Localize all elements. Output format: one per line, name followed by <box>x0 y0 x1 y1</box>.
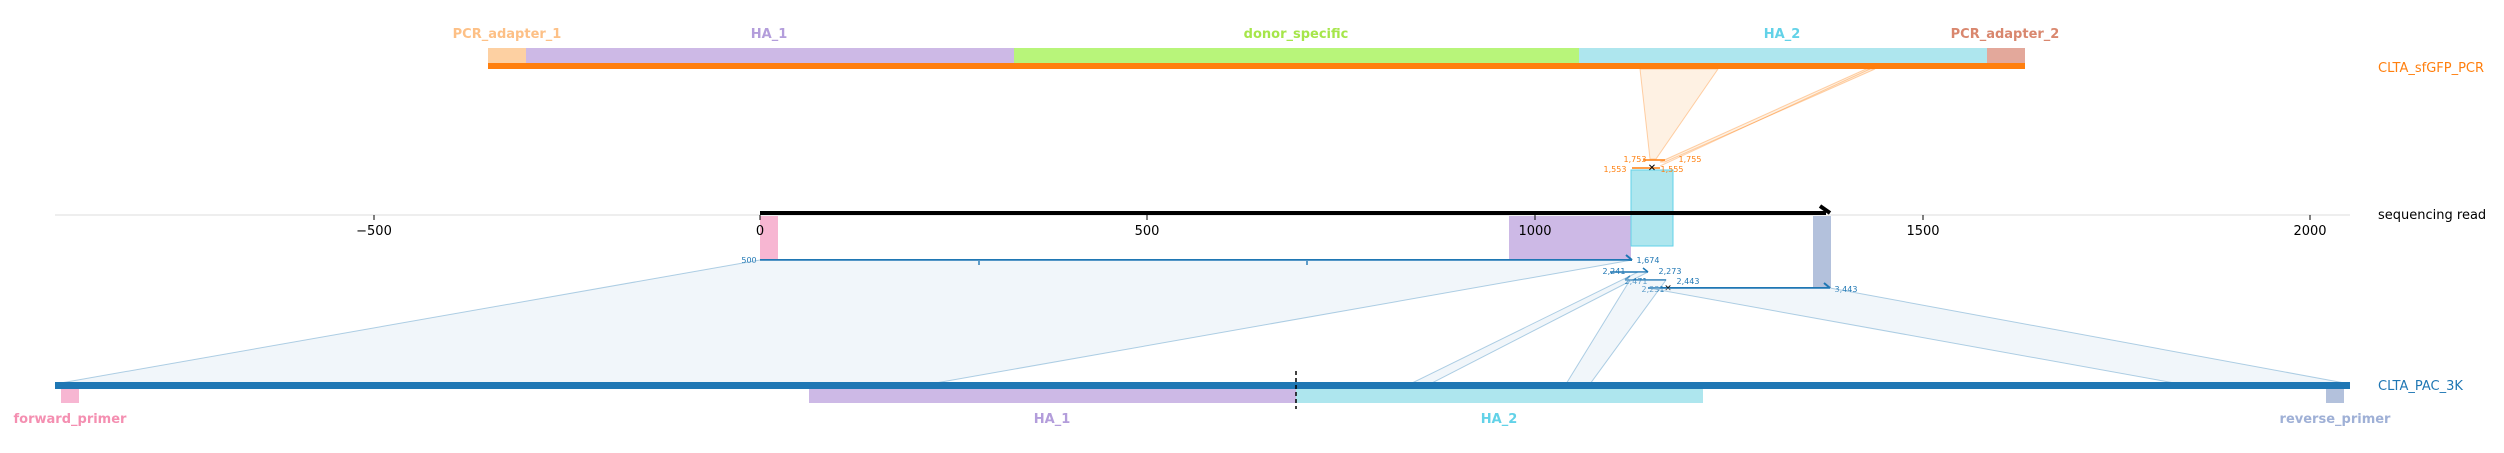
bottom-feature-label-reverse-primer: reverse_primer <box>2280 412 2392 427</box>
bottom-feature-ha-1 <box>809 389 1296 403</box>
read-feature-ha-2 <box>1630 169 1674 247</box>
top-alignment-markers: ✕ 1,753 1,755 1,553 1,555 <box>1604 155 1702 174</box>
top-feature-pcr-adapter-1 <box>488 48 526 64</box>
bottom-alignment-label: 2,471 <box>1625 277 1648 286</box>
top-fan-1 <box>1639 68 1719 160</box>
bottom-feature-label-forward-primer: forward_primer <box>14 412 128 427</box>
top-construct: PCR_adapter_1 HA_1 donor_specific HA_2 P… <box>453 27 2484 76</box>
bottom-feature-label-ha-2: HA_2 <box>1481 412 1518 427</box>
bottom-feature-forward-primer <box>61 389 79 403</box>
axis-tick-label: 500 <box>1135 224 1160 239</box>
axis-tick-label: 2000 <box>2293 224 2326 239</box>
top-feature-label-ha-2: HA_2 <box>1764 27 1801 42</box>
bottom-alignment-label: 2,443 <box>1677 277 1700 286</box>
bottom-marker-x-icon: ✕ <box>1664 284 1672 294</box>
bottom-alignment-label: 2,273 <box>1659 267 1682 276</box>
bottom-construct-name: CLTA_PAC_3K <box>2378 379 2463 394</box>
bottom-construct: forward_primer HA_1 HA_2 reverse_primer … <box>14 371 2463 427</box>
read-feature-primer <box>760 216 778 260</box>
bottom-alignment-label: 3,443 <box>1835 285 1858 294</box>
top-marker-x-icon: ✕ <box>1648 163 1656 174</box>
bottom-fan-3 <box>1565 279 1667 385</box>
top-fan-2 <box>1659 68 1876 163</box>
top-feature-label-donor-specific: donor_specific <box>1244 27 1349 42</box>
axis-tick-label: 0 <box>756 224 764 239</box>
read-feature-ha-1 <box>1509 216 1631 260</box>
top-alignment-label: 1,753 <box>1624 155 1647 164</box>
axis-tick-label: 1500 <box>1906 224 1939 239</box>
top-feature-ha-1 <box>526 48 1014 64</box>
bottom-feature-label-ha-1: HA_1 <box>1034 412 1071 427</box>
top-alignment-label: 1,553 <box>1604 165 1627 174</box>
top-alignment-fans <box>1639 68 1876 167</box>
bottom-feature-ha-2 <box>1296 389 1703 403</box>
sequencing-read: −500 0 500 1000 1500 2000 sequencing rea… <box>55 155 2486 294</box>
bottom-alignment-label: 2,241 <box>1603 267 1626 276</box>
top-construct-backbone <box>488 63 2025 69</box>
top-feature-label-ha-1: HA_1 <box>751 27 788 42</box>
read-name: sequencing read <box>2378 208 2486 223</box>
top-feature-ha-2 <box>1579 48 1987 64</box>
top-alignment-label: 1,555 <box>1661 165 1684 174</box>
bottom-alignment-label: 2,231 <box>1642 285 1665 294</box>
top-construct-name: CLTA_sfGFP_PCR <box>2378 61 2484 76</box>
axis-tick-label: 1000 <box>1518 224 1551 239</box>
bottom-fan-4 <box>1647 287 2351 385</box>
top-feature-donor-specific <box>1014 48 1579 64</box>
top-feature-label-pcr-adapter-1: PCR_adapter_1 <box>453 27 562 42</box>
top-feature-pcr-adapter-2 <box>1987 48 2025 64</box>
bottom-fan-1 <box>54 259 1633 385</box>
read-axis-ticks: −500 0 500 1000 1500 2000 <box>356 215 2327 239</box>
bottom-alignment-label: 500 <box>741 256 756 265</box>
read-bar-arrowhead <box>1818 204 1832 215</box>
bottom-alignment-segments: ✕ 500 1,674 2,241 2,273 2,471 2,443 2,23… <box>741 254 1858 294</box>
bottom-alignment-fans <box>54 259 2351 385</box>
axis-tick-label: −500 <box>356 224 392 239</box>
bottom-construct-backbone <box>55 382 2350 389</box>
top-feature-label-pcr-adapter-2: PCR_adapter_2 <box>1951 27 2060 42</box>
read-feature-end <box>1813 216 1831 288</box>
bottom-feature-reverse-primer <box>2326 389 2344 403</box>
top-alignment-label: 1,755 <box>1679 155 1702 164</box>
bottom-alignment-label: 1,674 <box>1637 256 1660 265</box>
top-fan-3 <box>1659 68 1871 167</box>
